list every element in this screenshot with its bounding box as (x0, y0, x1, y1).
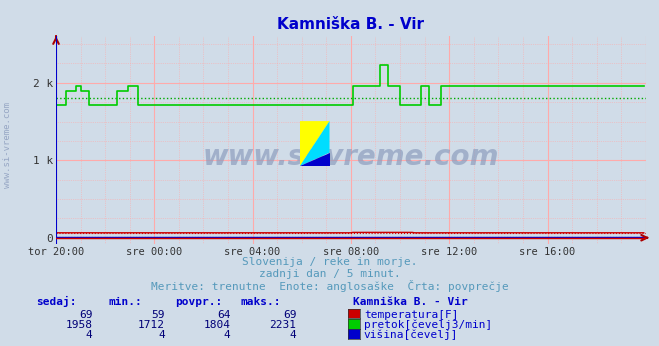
Text: www.si-vreme.com: www.si-vreme.com (3, 102, 13, 188)
Title: Kamniška B. - Vir: Kamniška B. - Vir (277, 17, 424, 33)
Text: Meritve: trenutne  Enote: anglosaške  Črta: povprečje: Meritve: trenutne Enote: anglosaške Črta… (151, 280, 508, 292)
Text: 4: 4 (290, 330, 297, 340)
Polygon shape (300, 153, 330, 166)
Text: www.si-vreme.com: www.si-vreme.com (203, 143, 499, 171)
Text: temperatura[F]: temperatura[F] (364, 310, 458, 320)
Text: 4: 4 (224, 330, 231, 340)
Text: 69: 69 (283, 310, 297, 320)
Text: 64: 64 (217, 310, 231, 320)
Text: maks.:: maks.: (241, 297, 281, 307)
Text: višina[čevelj]: višina[čevelj] (364, 330, 458, 340)
Text: 1712: 1712 (138, 320, 165, 330)
Text: sedaj:: sedaj: (36, 296, 76, 307)
Text: 2231: 2231 (270, 320, 297, 330)
Text: 4: 4 (86, 330, 92, 340)
Text: povpr.:: povpr.: (175, 297, 222, 307)
Text: pretok[čevelj3/min]: pretok[čevelj3/min] (364, 319, 492, 330)
Text: 4: 4 (158, 330, 165, 340)
Text: 69: 69 (79, 310, 92, 320)
Polygon shape (300, 121, 330, 166)
Text: min.:: min.: (109, 297, 142, 307)
Text: 1804: 1804 (204, 320, 231, 330)
Text: Slovenija / reke in morje.: Slovenija / reke in morje. (242, 257, 417, 267)
Polygon shape (300, 121, 330, 166)
Text: zadnji dan / 5 minut.: zadnji dan / 5 minut. (258, 270, 401, 280)
Text: Kamniška B. - Vir: Kamniška B. - Vir (353, 297, 467, 307)
Text: 1958: 1958 (65, 320, 92, 330)
Text: 59: 59 (152, 310, 165, 320)
